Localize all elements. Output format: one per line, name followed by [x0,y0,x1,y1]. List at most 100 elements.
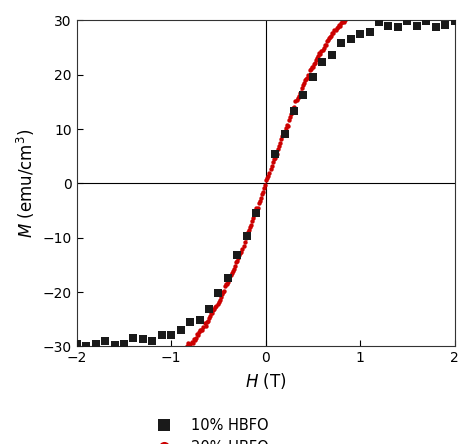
20% HBFO [95,381,102,388]
10% HBFO [451,17,458,24]
20% HBFO [229,267,237,274]
20% HBFO [199,326,206,333]
20% HBFO [281,127,289,134]
20% HBFO [215,299,222,306]
20% HBFO [361,0,369,5]
20% HBFO [162,360,169,367]
10% HBFO [328,52,336,59]
20% HBFO [193,331,201,338]
10% HBFO [186,319,194,326]
20% HBFO [130,377,138,384]
20% HBFO [356,3,363,10]
20% HBFO [156,365,164,372]
20% HBFO [150,369,157,376]
20% HBFO [345,11,352,18]
20% HBFO [324,37,332,44]
10% HBFO [337,40,345,47]
20% HBFO [180,347,188,354]
20% HBFO [355,4,362,11]
10% HBFO [366,28,374,35]
20% HBFO [171,354,178,361]
10% HBFO [385,22,392,29]
20% HBFO [111,380,118,387]
20% HBFO [183,343,191,350]
10% HBFO [347,36,355,43]
20% HBFO [161,363,168,370]
10% HBFO [158,332,165,339]
20% HBFO [233,258,241,265]
20% HBFO [326,33,334,40]
20% HBFO [184,340,192,347]
20% HBFO [80,386,87,393]
20% HBFO [339,16,347,24]
20% HBFO [96,381,103,388]
20% HBFO [356,2,364,9]
20% HBFO [208,309,216,317]
20% HBFO [311,59,319,67]
20% HBFO [145,370,152,377]
20% HBFO [291,103,298,110]
20% HBFO [166,360,173,367]
20% HBFO [126,374,134,381]
20% HBFO [192,334,200,341]
20% HBFO [135,372,142,379]
20% HBFO [89,383,97,390]
20% HBFO [337,19,345,26]
20% HBFO [165,361,173,368]
20% HBFO [358,2,365,9]
10% HBFO [253,210,260,217]
20% HBFO [155,366,163,373]
20% HBFO [301,79,308,86]
20% HBFO [297,88,305,95]
20% HBFO [340,19,348,26]
20% HBFO [210,305,218,312]
20% HBFO [243,233,251,240]
20% HBFO [195,329,203,336]
10% HBFO [92,340,100,347]
20% HBFO [113,379,120,386]
20% HBFO [142,370,150,377]
20% HBFO [232,258,240,266]
20% HBFO [203,318,210,325]
20% HBFO [210,307,217,314]
20% HBFO [241,238,248,245]
20% HBFO [256,197,264,204]
20% HBFO [335,22,343,29]
10% HBFO [356,31,364,38]
10% HBFO [73,341,81,348]
10% HBFO [422,18,430,25]
20% HBFO [245,227,253,234]
10% HBFO [196,317,203,324]
20% HBFO [226,275,233,282]
20% HBFO [146,371,154,378]
20% HBFO [105,381,113,388]
20% HBFO [82,382,89,389]
10% HBFO [394,24,402,31]
20% HBFO [286,113,294,120]
20% HBFO [164,361,172,368]
20% HBFO [319,47,326,54]
20% HBFO [110,379,118,386]
20% HBFO [214,301,221,308]
20% HBFO [124,377,131,384]
20% HBFO [248,218,256,225]
10% HBFO [309,73,317,80]
20% HBFO [221,282,229,289]
20% HBFO [112,380,119,387]
20% HBFO [169,356,177,363]
20% HBFO [168,355,176,362]
10% HBFO [215,289,222,297]
20% HBFO [302,75,310,83]
20% HBFO [137,372,145,379]
20% HBFO [312,57,320,64]
20% HBFO [100,382,108,389]
20% HBFO [176,350,183,357]
20% HBFO [359,0,366,6]
10% HBFO [101,337,109,345]
20% HBFO [88,383,96,390]
10% HBFO [375,19,383,26]
20% HBFO [178,350,186,357]
20% HBFO [317,50,324,57]
20% HBFO [107,384,114,391]
20% HBFO [308,64,316,71]
